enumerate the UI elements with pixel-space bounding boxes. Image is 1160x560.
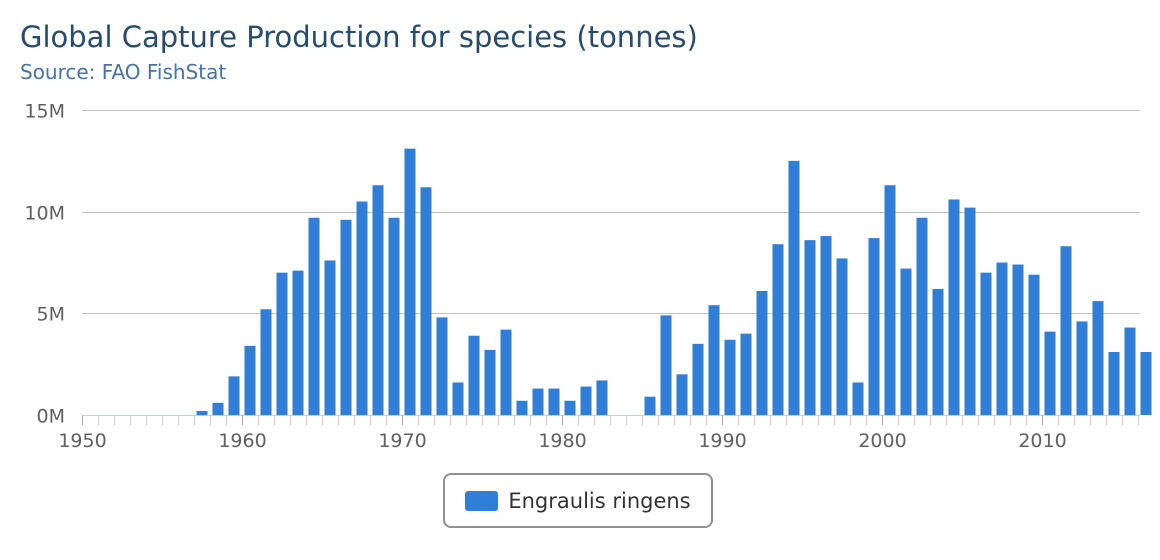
bar[interactable]	[308, 217, 320, 415]
bar[interactable]	[324, 260, 336, 415]
x-axis: 1950 1960 1970 1980 1990 2000 2010	[58, 415, 1140, 452]
bar[interactable]	[564, 400, 576, 415]
bar[interactable]	[868, 238, 880, 415]
x-tick-label: 1950	[58, 430, 106, 452]
bar[interactable]	[996, 262, 1008, 416]
bar[interactable]	[692, 343, 704, 415]
bar[interactable]	[244, 345, 256, 415]
bar[interactable]	[820, 236, 832, 415]
bar[interactable]	[548, 388, 560, 415]
bar[interactable]	[228, 376, 240, 415]
bar[interactable]	[276, 272, 288, 415]
bar[interactable]	[884, 185, 896, 415]
bar[interactable]	[676, 374, 688, 415]
bar[interactable]	[516, 400, 528, 415]
bar[interactable]	[1124, 327, 1136, 415]
chart-title: Global Capture Production for species (t…	[20, 20, 698, 54]
bar[interactable]	[1076, 321, 1088, 415]
x-tick-label: 2010	[1018, 430, 1066, 452]
legend-item-engraulis-ringens[interactable]: Engraulis ringens	[443, 473, 713, 528]
bar[interactable]	[340, 219, 352, 415]
bar[interactable]	[948, 199, 960, 415]
x-tick-label: 2000	[858, 430, 906, 452]
bar[interactable]	[772, 244, 784, 415]
y-tick-label: 5M	[37, 304, 65, 326]
bar[interactable]	[788, 160, 800, 415]
gridlines	[82, 110, 1140, 314]
y-tick-label: 10M	[24, 203, 65, 225]
y-axis-labels: 0M 5M 10M 15M	[24, 101, 65, 428]
bar[interactable]	[1012, 264, 1024, 415]
x-tick-label: 1980	[538, 430, 586, 452]
bar[interactable]	[836, 258, 848, 415]
legend-label: Engraulis ringens	[508, 488, 691, 513]
bar[interactable]	[756, 290, 768, 415]
bar[interactable]	[660, 315, 672, 415]
bar[interactable]	[1028, 274, 1040, 415]
bar[interactable]	[196, 410, 208, 415]
bar[interactable]	[980, 272, 992, 415]
bar[interactable]	[212, 402, 224, 415]
bar[interactable]	[484, 349, 496, 415]
legend-swatch	[465, 490, 499, 511]
bar[interactable]	[1060, 246, 1072, 415]
bar-series	[196, 148, 1152, 416]
bar[interactable]	[452, 382, 464, 415]
bar[interactable]	[260, 309, 272, 415]
bar[interactable]	[708, 305, 720, 415]
x-tick-label: 1990	[698, 430, 746, 452]
bar[interactable]	[724, 339, 736, 415]
bar[interactable]	[292, 270, 304, 415]
bar[interactable]	[388, 217, 400, 415]
x-tick-label: 1970	[378, 430, 426, 452]
bar[interactable]	[916, 217, 928, 415]
bar[interactable]	[932, 288, 944, 415]
bar[interactable]	[404, 148, 416, 415]
y-tick-label: 0M	[37, 406, 65, 428]
bar[interactable]	[852, 382, 864, 415]
bar[interactable]	[644, 396, 656, 415]
chart-subtitle: Source: FAO FishStat	[20, 60, 227, 84]
bar[interactable]	[436, 317, 448, 415]
x-tick-label: 1960	[218, 430, 266, 452]
bar[interactable]	[1108, 351, 1120, 415]
bar[interactable]	[964, 207, 976, 415]
bar[interactable]	[740, 333, 752, 415]
bar[interactable]	[900, 268, 912, 415]
bar[interactable]	[532, 388, 544, 415]
bar[interactable]	[804, 240, 816, 415]
bar[interactable]	[420, 187, 432, 415]
bar[interactable]	[1092, 301, 1104, 415]
bar[interactable]	[372, 185, 384, 415]
y-tick-label: 15M	[24, 101, 65, 123]
bar[interactable]	[580, 386, 592, 415]
bar[interactable]	[356, 201, 368, 416]
bar[interactable]	[1140, 351, 1152, 415]
bar[interactable]	[468, 335, 480, 415]
bar[interactable]	[1044, 331, 1056, 415]
bar[interactable]	[596, 380, 608, 415]
bar[interactable]	[500, 329, 512, 415]
